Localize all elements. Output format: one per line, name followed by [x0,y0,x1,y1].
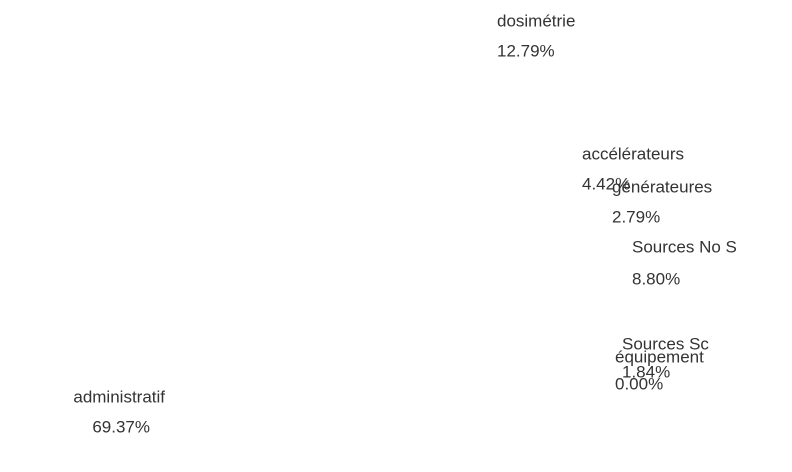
label-layer: dosimétrie 12.79% accélérateurs 4.42%généra… [73,11,737,436]
slice-value-label: 69.37% [92,417,150,436]
slice-label: dosimétrie [497,11,575,30]
slice-value-label: 12.79% [497,41,555,60]
slice-label: accélérateurs [582,144,684,163]
slice-value-label: 1.84% [622,362,670,381]
slice-label: générateures [612,177,712,196]
slice-label: équipement [615,347,704,366]
slice-value-label: 0.00% [615,374,663,393]
slice-value-label: 8.80% [632,269,680,288]
slice-label: Sources No S [632,237,737,256]
slice-label: Sources Sc [622,334,709,353]
slice-label: administratif [73,387,165,406]
slice-value-label: 2.79% [612,207,660,226]
slice-value-label: 4.42% [582,174,630,193]
